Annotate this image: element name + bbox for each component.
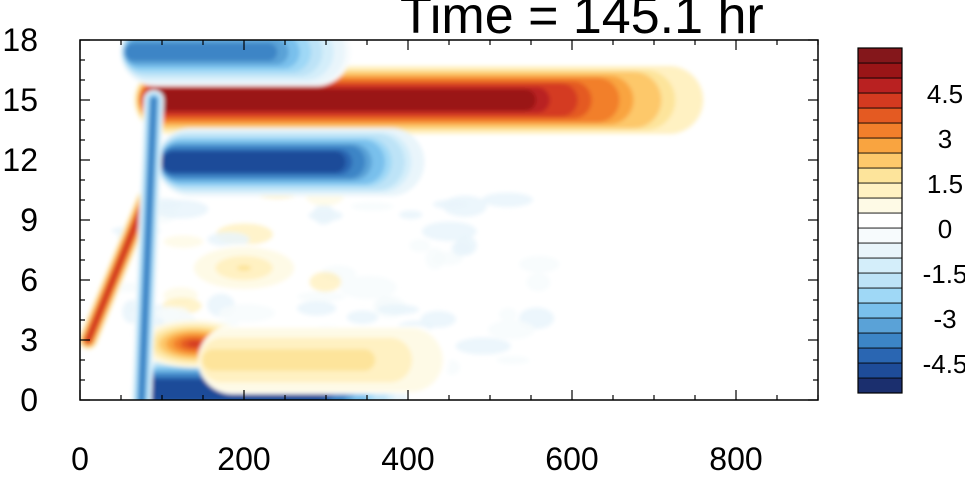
colorbar-frame <box>857 47 903 394</box>
colorbar-box <box>857 47 903 64</box>
y-tick-label: 15 <box>2 82 38 118</box>
colorbar-box <box>857 212 903 229</box>
field-patch <box>432 199 469 210</box>
colorbar-box <box>857 122 903 139</box>
field-patch <box>526 272 551 292</box>
field-patch <box>218 304 276 322</box>
field-patch <box>297 300 337 316</box>
field-contour <box>138 96 158 400</box>
colorbar-box <box>857 107 903 124</box>
field-patch <box>425 247 445 270</box>
field-band-1 <box>156 128 425 196</box>
colorbar-label: 1.5 <box>927 169 963 199</box>
field-patch <box>455 337 511 355</box>
chart-title: Time = 145.1 hr <box>400 0 764 45</box>
colorbar-box <box>857 362 903 379</box>
field-patch <box>481 192 534 208</box>
colorbar-box <box>857 227 903 244</box>
colorbar-label: -1.5 <box>923 259 965 289</box>
y-tick-label: 12 <box>2 142 38 178</box>
colorbar-box <box>857 257 903 274</box>
field-contour <box>161 153 340 171</box>
colorbar-box <box>857 317 903 334</box>
field-patch <box>297 291 346 302</box>
x-tick-label: 600 <box>545 441 598 473</box>
field-streak-8 <box>131 90 164 400</box>
field-band-5 <box>198 326 449 394</box>
colorbar-box <box>857 77 903 94</box>
field-patch <box>376 304 420 315</box>
colorbar-box <box>857 92 903 109</box>
field-patch <box>152 199 209 219</box>
colorbar-box <box>857 137 903 154</box>
colorbar-box <box>857 287 903 304</box>
field-patch <box>399 210 423 220</box>
field-contour <box>236 265 252 271</box>
y-tick-label: 6 <box>20 262 38 298</box>
x-tick-label: 0 <box>71 441 89 473</box>
field-patch <box>409 239 431 253</box>
colorbar-label: 0 <box>938 214 952 244</box>
field-patch <box>451 240 473 256</box>
x-tick-label: 400 <box>381 441 434 473</box>
field-patch <box>309 271 342 292</box>
field-contour <box>202 351 370 369</box>
colorbar-box <box>857 62 903 79</box>
colorbar-label: -4.5 <box>923 349 965 379</box>
colorbar-box <box>857 272 903 289</box>
field-patch <box>496 355 530 365</box>
colorbar-label: 3 <box>938 124 952 154</box>
colorbar-box <box>857 182 903 199</box>
field-patch <box>339 275 397 300</box>
field-contour <box>124 43 278 61</box>
field-patch <box>350 201 394 211</box>
x-tick-label: 200 <box>217 441 270 473</box>
colorbar-box <box>857 152 903 169</box>
field-contour <box>187 341 202 347</box>
y-tick-label: 3 <box>20 322 38 358</box>
colorbar: 4.5 3 1.5 0 -1.5 -3 -4.5 <box>857 47 965 394</box>
plot-area <box>80 40 818 400</box>
field-patch <box>498 307 518 322</box>
y-tick-label: 9 <box>20 202 38 238</box>
field-patch <box>519 255 560 273</box>
colorbar-label: 4.5 <box>927 79 963 109</box>
field-contour <box>84 196 149 344</box>
y-tick-label: 18 <box>2 22 38 58</box>
field-band-2 <box>120 40 351 86</box>
colorbar-box <box>857 347 903 364</box>
field-patch <box>421 221 477 242</box>
field <box>80 40 704 400</box>
field-streak-7 <box>80 190 156 350</box>
colorbar-box <box>857 332 903 349</box>
field-contour <box>144 91 522 109</box>
colorbar-box <box>857 167 903 184</box>
y-tick-label: 0 <box>20 382 38 418</box>
field-patch <box>207 232 250 247</box>
field-patch <box>487 320 535 340</box>
colorbar-box <box>857 242 903 259</box>
colorbar-box <box>857 377 903 394</box>
x-tick-label: 800 <box>709 441 762 473</box>
field-patch <box>346 310 379 325</box>
colorbar-box <box>857 302 903 319</box>
field-patch <box>420 310 457 328</box>
colorbar-label: -3 <box>933 304 956 334</box>
colorbar-box <box>857 197 903 214</box>
field-blob-6 <box>186 244 302 292</box>
field-patch <box>163 235 204 248</box>
field-patch <box>308 209 343 222</box>
axes: 0 200 400 600 800 0 3 6 9 12 15 18 <box>2 22 819 477</box>
